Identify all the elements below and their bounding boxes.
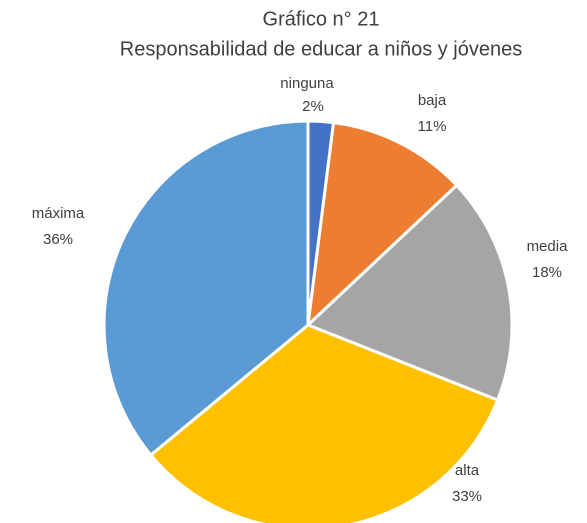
slice-value: 18% (532, 264, 562, 281)
pie-slice (102, 119, 310, 458)
chart-subtitle: Responsabilidad de educar a niños y jóve… (120, 38, 523, 60)
pie-slice (305, 120, 459, 329)
pie-slice (148, 323, 500, 523)
slice-label: alta (455, 462, 480, 479)
slice-value: 11% (418, 118, 447, 135)
slice-label: máxima (32, 205, 85, 222)
pie-slice (305, 183, 514, 403)
slice-value: 33% (452, 488, 482, 505)
slice-label: ninguna (280, 75, 334, 92)
slice-value: 36% (43, 231, 73, 248)
chart-title: Gráfico n° 21 (263, 8, 380, 30)
slice-label: media (527, 238, 569, 255)
slice-value: 2% (302, 98, 324, 115)
slice-label: baja (418, 92, 447, 109)
